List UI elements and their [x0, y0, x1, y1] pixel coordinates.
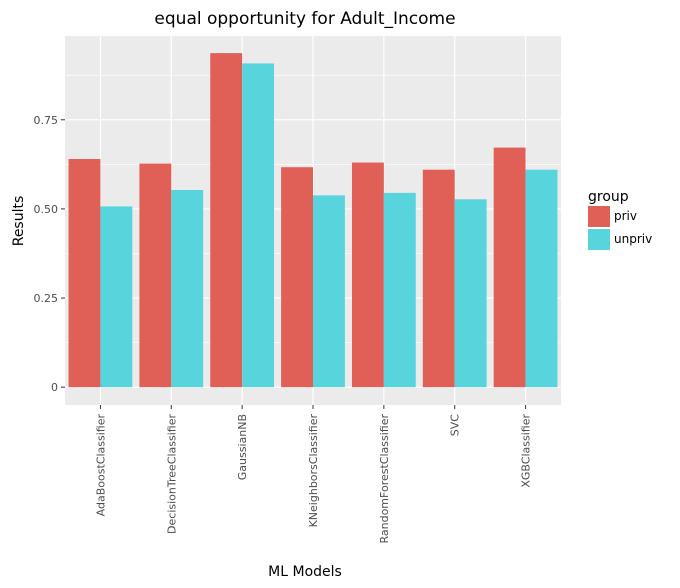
bar-priv [139, 163, 172, 388]
bar-unpriv [454, 199, 487, 388]
x-tick-label: KNeighborsClassifier [307, 414, 320, 528]
x-axis-title: ML Models [268, 564, 342, 580]
bar-unpriv [171, 190, 204, 388]
legend-title: group [588, 189, 629, 205]
bar-unpriv [313, 195, 345, 388]
chart-title: equal opportunity for Adult_Income [154, 9, 455, 29]
bar-priv [422, 169, 455, 388]
y-axis-title: Results [11, 196, 27, 247]
y-tick-label: 0.75 [34, 114, 59, 127]
bar-priv [68, 159, 101, 388]
x-tick-label: RandomForestClassifier [378, 414, 391, 544]
x-axis: AdaBoostClassifier DecisionTreeClassifier… [94, 405, 533, 544]
x-tick-label: XGBClassifier [520, 414, 533, 488]
legend: group priv unpriv [588, 189, 652, 250]
bar-unpriv [383, 192, 416, 388]
legend-swatch-priv [588, 206, 610, 227]
legend-swatch-unpriv [588, 229, 610, 250]
y-tick-label: 0.25 [34, 292, 59, 305]
bar-unpriv [525, 169, 558, 388]
bar-priv [493, 147, 526, 388]
y-tick-label: 0.50 [34, 203, 59, 216]
legend-label-unpriv: unpriv [614, 232, 652, 246]
bars [68, 53, 558, 388]
bar-unpriv [100, 206, 133, 388]
y-tick-label: 0 [51, 381, 58, 394]
legend-label-priv: priv [614, 209, 637, 223]
bar-priv [351, 162, 384, 388]
y-axis: 0 0.25 0.50 0.75 [34, 114, 65, 394]
x-tick-label: AdaBoostClassifier [94, 414, 107, 517]
bar-priv [281, 167, 313, 388]
x-tick-label: DecisionTreeClassifier [165, 414, 178, 534]
x-tick-label: GaussianNB [236, 414, 249, 480]
x-tick-label: SVC [449, 414, 462, 437]
bar-unpriv [242, 63, 275, 388]
bar-priv [210, 53, 243, 388]
